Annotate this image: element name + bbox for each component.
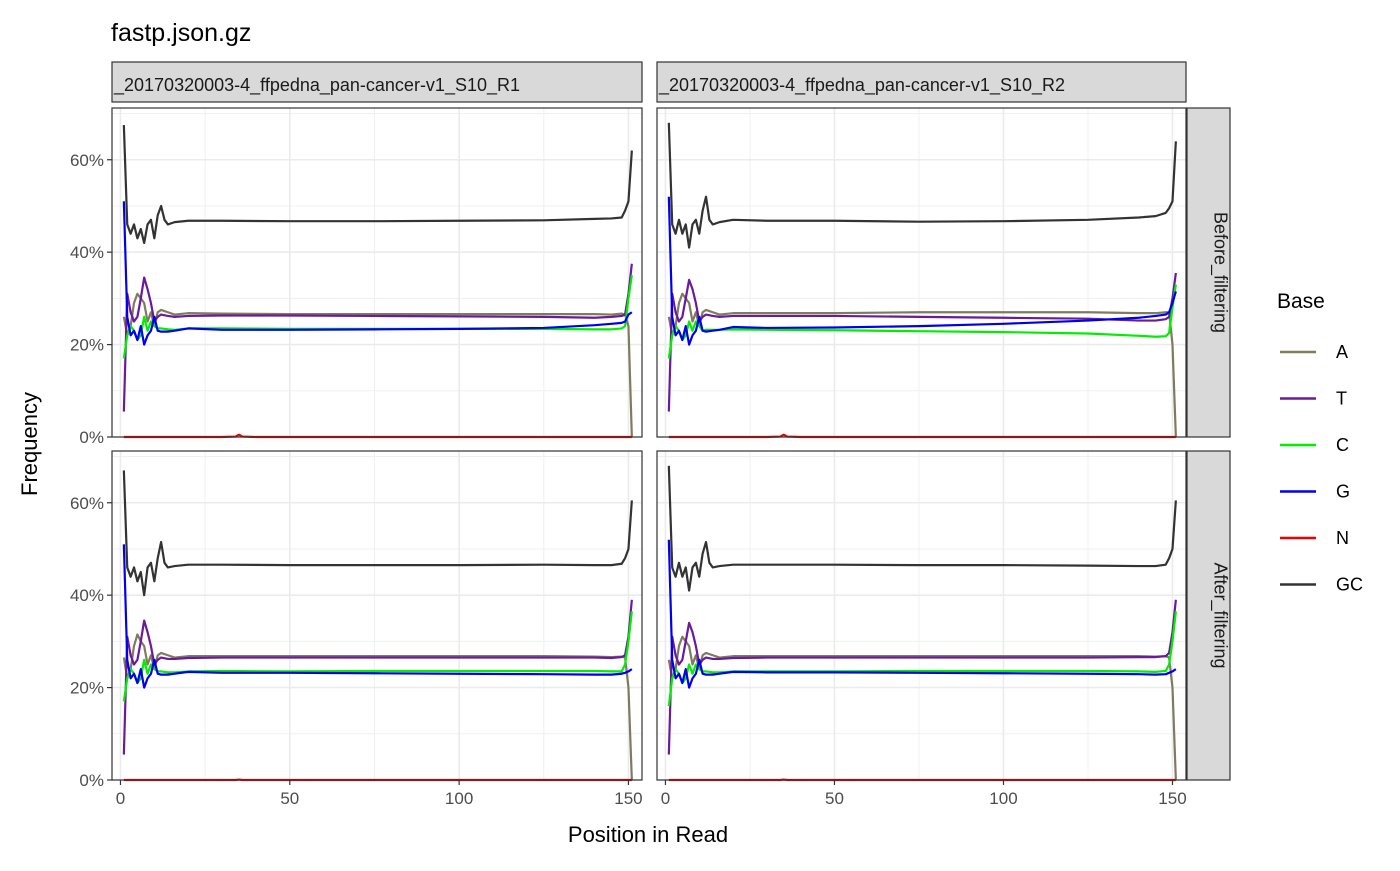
- legend-entry-gc: GC: [1280, 575, 1363, 595]
- legend-entry-a: A: [1280, 342, 1348, 362]
- panels-layer: 0% 20% 40% 60% 0% 20% 40% 60% 0 50 100 150 0 50 100 150…: [70, 62, 1231, 808]
- y-tick-label: 20%: [70, 679, 104, 698]
- legend-entry-n: N: [1280, 528, 1349, 548]
- strip-label: Before_filtering: [1210, 212, 1231, 333]
- x-tick-label: 50: [280, 789, 299, 808]
- panel-before_filtering-2: [657, 108, 1186, 437]
- panel-after_filtering-1: 0% 20% 40% 60% 0 50 100 150: [70, 451, 643, 808]
- x-tick-label: 50: [825, 789, 844, 808]
- legend-entries: A T C G N GC: [1280, 342, 1363, 595]
- x-tick-label: 100: [989, 789, 1017, 808]
- facet-strip-row-1: Before_filtering: [1187, 108, 1231, 437]
- legend-label: N: [1336, 528, 1349, 548]
- legend-entry-c: C: [1280, 435, 1349, 455]
- chart-title: fastp.json.gz: [111, 19, 251, 47]
- panel-background: [657, 108, 1186, 437]
- panel-background: [657, 451, 1186, 780]
- x-tick-label: 150: [614, 789, 642, 808]
- legend-label: G: [1336, 482, 1350, 502]
- y-axis-label: Frequency: [17, 392, 42, 496]
- panel-background: [112, 108, 642, 437]
- panel-background: [112, 451, 642, 780]
- legend-title: Base: [1277, 290, 1325, 313]
- facet-strip-column-1: _20170320003-4_ffpedna_pan-cancer-v1_S10…: [112, 62, 642, 102]
- strip-label: After_filtering: [1210, 562, 1231, 668]
- y-tick-label: 40%: [70, 586, 104, 605]
- legend-label: T: [1336, 389, 1347, 409]
- x-tick-label: 0: [661, 789, 670, 808]
- legend-label: A: [1336, 342, 1348, 362]
- legend-label: C: [1336, 435, 1349, 455]
- y-tick-label: 0%: [79, 428, 104, 447]
- x-tick-label: 0: [116, 789, 125, 808]
- strip-label: _20170320003-4_ffpedna_pan-cancer-v1_S10…: [658, 75, 1065, 96]
- legend: Base A T C G N GC: [1277, 290, 1363, 595]
- y-tick-label: 60%: [70, 151, 104, 170]
- y-tick-label: 0%: [79, 771, 104, 790]
- x-tick-label: 150: [1158, 789, 1186, 808]
- y-tick-label: 60%: [70, 494, 104, 513]
- y-tick-label: 20%: [70, 336, 104, 355]
- y-tick-label: 40%: [70, 243, 104, 262]
- legend-entry-g: G: [1280, 482, 1350, 502]
- panel-after_filtering-2: 0 50 100 150: [657, 451, 1187, 808]
- x-tick-label: 100: [445, 789, 473, 808]
- legend-entry-t: T: [1280, 389, 1347, 409]
- strip-label: _20170320003-4_ffpedna_pan-cancer-v1_S10…: [113, 75, 520, 96]
- panel-before_filtering-1: 0% 20% 40% 60%: [70, 108, 642, 447]
- legend-label: GC: [1336, 575, 1363, 595]
- facet-strip-column-2: _20170320003-4_ffpedna_pan-cancer-v1_S10…: [657, 62, 1186, 102]
- x-axis-label: Position in Read: [568, 822, 728, 847]
- facet-strip-row-2: After_filtering: [1187, 451, 1231, 780]
